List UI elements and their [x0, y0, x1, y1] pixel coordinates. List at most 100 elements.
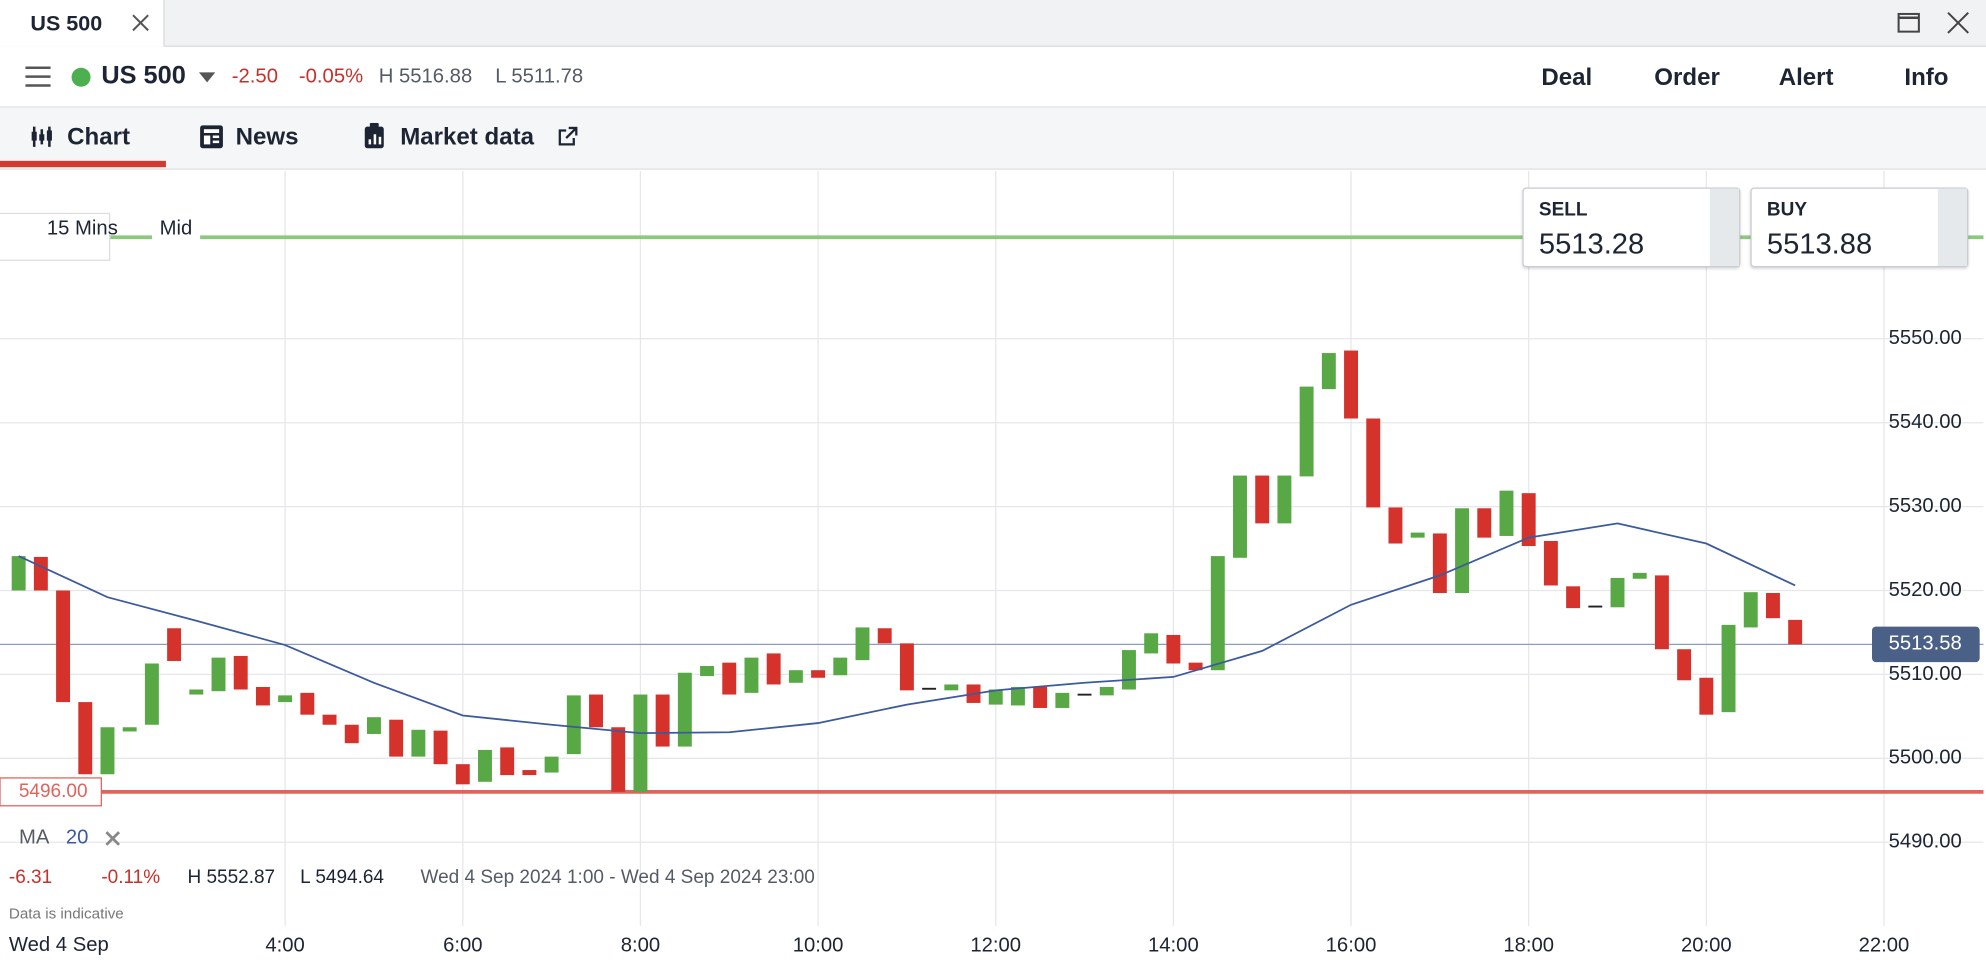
candle-body [233, 655, 248, 690]
candle-body [1566, 586, 1581, 609]
chart-icon [31, 126, 52, 147]
candle-body [944, 684, 959, 691]
candle-body [1455, 508, 1470, 594]
ma-period[interactable]: 20 [65, 827, 89, 849]
candle-body [1344, 350, 1358, 419]
y-tick-label: 5520.00 [1889, 579, 1962, 601]
candle-body [1499, 490, 1514, 536]
candle-body [1699, 677, 1714, 715]
candle-body [833, 657, 848, 676]
x-tick-label: 20:00 [1681, 934, 1732, 956]
y-tick-label: 5510.00 [1889, 663, 1962, 685]
candle-body [122, 727, 137, 732]
candle-body [500, 747, 515, 776]
candle-body [1166, 634, 1181, 664]
candle-body [1432, 533, 1447, 594]
tab-label[interactable]: Market data [400, 124, 535, 151]
candle-body [322, 714, 337, 725]
candle-body [1210, 556, 1225, 671]
button-strip [1937, 188, 1967, 266]
candle-body [56, 590, 71, 703]
candle-body [1033, 686, 1048, 708]
candle-body [1388, 507, 1403, 544]
dropdown-caret[interactable] [198, 72, 217, 83]
candle-body [1366, 418, 1381, 508]
candle-body [1543, 540, 1558, 586]
x-tick-label: 14:00 [1148, 934, 1199, 956]
action-button[interactable]: Order [1654, 64, 1720, 92]
candle-body [1410, 532, 1425, 538]
buy-price: 5513.88 [1766, 226, 1873, 260]
tab-label[interactable]: Chart [67, 124, 130, 151]
candle-body [389, 719, 404, 757]
candle-body [1277, 475, 1292, 524]
period-change-pct: -0.11% [101, 866, 161, 888]
candle-body [899, 643, 914, 691]
period-high: H 5552.87 [187, 866, 276, 888]
change: -2.50 [231, 65, 278, 88]
x-tick-label: 4:00 [265, 934, 304, 956]
interval-box [0, 212, 111, 261]
candle-body [478, 749, 492, 782]
candle-body [33, 556, 48, 591]
buy-label: BUY [1766, 198, 1807, 221]
action-button[interactable]: Alert [1778, 64, 1834, 92]
candle-body [455, 764, 470, 785]
y-tick-label: 5490.00 [1889, 831, 1962, 853]
remove-ma-icon[interactable] [105, 831, 121, 846]
candle-body [522, 770, 537, 776]
buy-button[interactable]: BUY 5513.88 [1750, 187, 1969, 268]
close-icon[interactable] [132, 14, 150, 32]
candle-body [633, 694, 648, 792]
candle-body [1765, 593, 1780, 619]
x-tick-label: 16:00 [1326, 934, 1377, 956]
candle-body [189, 689, 204, 695]
price-label: 5513.58 [1889, 633, 1962, 655]
x-tick-label: 12:00 [970, 934, 1021, 956]
x-tick-label: 18:00 [1503, 934, 1554, 956]
x-tick-label: 8:00 [621, 934, 660, 956]
candle-body [788, 670, 803, 683]
change-pct: -0.05% [298, 65, 364, 88]
x-tick-label: 6:00 [443, 934, 482, 956]
close-window-icon[interactable] [1947, 11, 1970, 34]
candle-body [722, 662, 737, 695]
period-range: Wed 4 Sep 2024 1:00 - Wed 4 Sep 2024 23:… [420, 866, 815, 888]
x-tick-label: 10:00 [793, 934, 844, 956]
tab-title: US 500 [30, 11, 103, 36]
candle-body [1122, 650, 1136, 690]
tab[interactable]: US 500 [0, 0, 165, 47]
candle-body [855, 627, 870, 661]
chart-area: 5490.00 5500.00 5510.00 5520.00 5530.00 5540.… [0, 170, 1986, 964]
candle-body [1677, 649, 1692, 681]
price-type[interactable]: Mid [151, 217, 200, 241]
sell-button[interactable]: SELL 5513.28 [1522, 187, 1741, 268]
candle-body [1144, 633, 1159, 654]
candle-body [1099, 686, 1114, 696]
data-note: Data is indicative [8, 904, 124, 923]
maximize-icon[interactable] [1897, 12, 1920, 33]
candle-body [1477, 508, 1492, 538]
interval[interactable]: 15 Mins [46, 217, 118, 240]
tab-label[interactable]: News [235, 124, 299, 151]
candle-body [255, 686, 270, 706]
candle-body [344, 724, 359, 744]
candle-body [167, 628, 182, 661]
menu-icon[interactable] [25, 66, 51, 88]
candle-body [1632, 572, 1647, 579]
action-button[interactable]: Info [1904, 64, 1949, 92]
candle-body [1077, 693, 1092, 696]
tab-bar: US 500 [0, 0, 1986, 47]
candle-body [1255, 475, 1270, 524]
external-link-icon [558, 126, 578, 146]
candle-body [100, 727, 115, 775]
day-low: L 5511.78 [495, 65, 584, 88]
instrument-name[interactable]: US 500 [101, 62, 186, 90]
candle-body [1055, 692, 1070, 708]
y-tick-label: 5530.00 [1889, 495, 1962, 517]
candle-body [1321, 353, 1336, 390]
date-label: Wed 4 Sep [8, 934, 109, 957]
y-tick-label: 5540.00 [1889, 411, 1962, 433]
market-icon [364, 122, 384, 149]
action-button[interactable]: Deal [1541, 64, 1593, 92]
